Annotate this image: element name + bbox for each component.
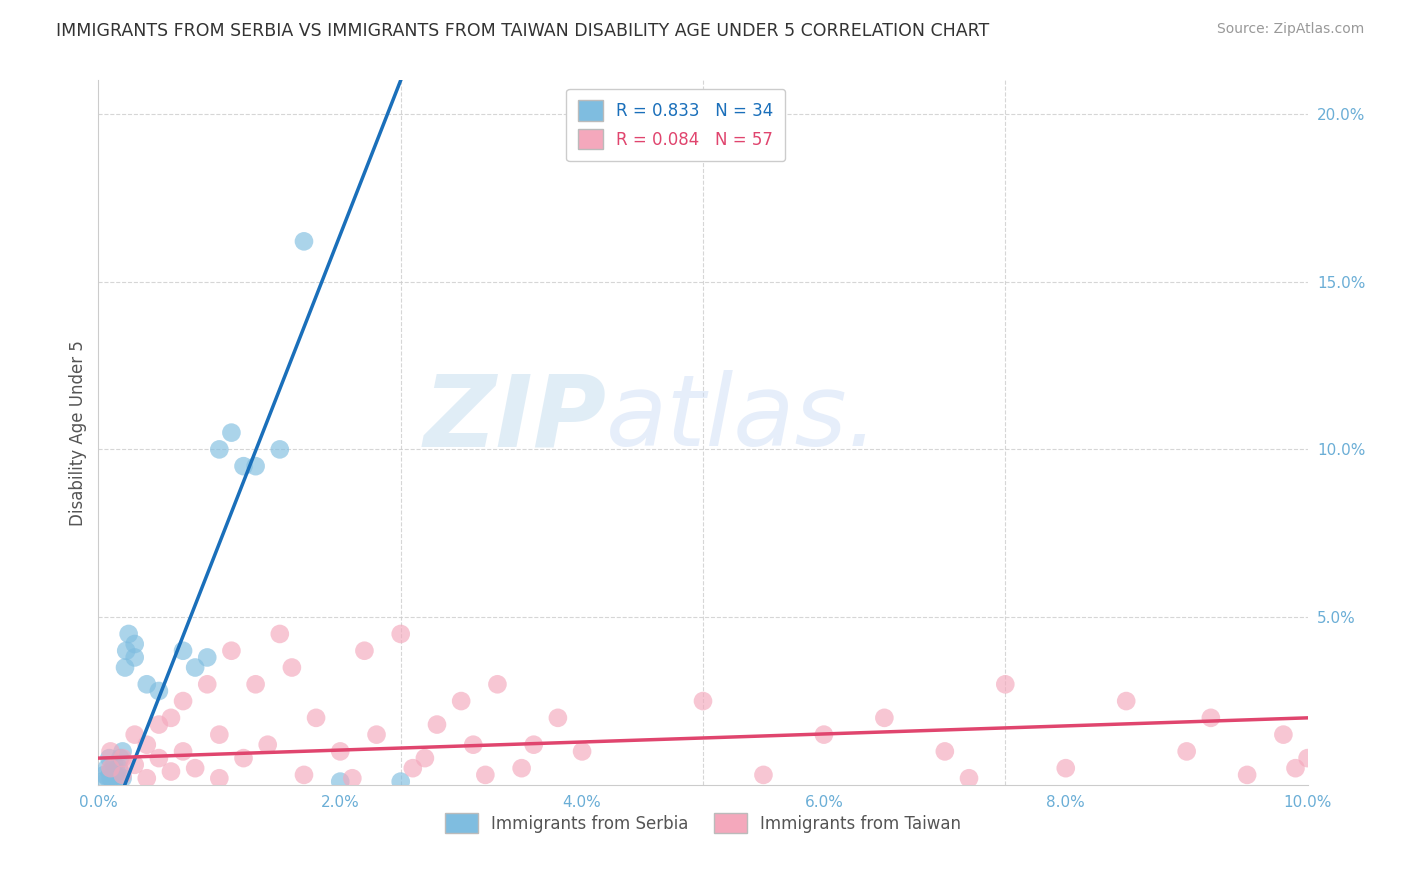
Point [195, 650, 218, 665]
Point [135, 771, 157, 785]
Point [292, 235, 315, 249]
Point [256, 738, 278, 752]
Text: IMMIGRANTS FROM SERBIA VS IMMIGRANTS FROM TAIWAN DISABILITY AGE UNDER 5 CORRELAT: IMMIGRANTS FROM SERBIA VS IMMIGRANTS FRO… [56, 22, 990, 40]
Point [97, 771, 120, 785]
Point [450, 694, 472, 708]
Point [474, 768, 496, 782]
Point [148, 751, 170, 765]
Point [281, 660, 304, 674]
Y-axis label: Disability Age Under 5: Disability Age Under 5 [69, 340, 87, 525]
Point [100, 771, 122, 785]
Point [104, 768, 127, 782]
Point [172, 744, 194, 758]
Point [510, 761, 533, 775]
Point [305, 711, 328, 725]
Point [135, 677, 157, 691]
Point [232, 459, 254, 474]
Point [1115, 694, 1137, 708]
Point [486, 677, 509, 691]
Text: ZIP: ZIP [423, 370, 606, 467]
Point [994, 677, 1017, 691]
Point [160, 764, 183, 779]
Point [571, 744, 593, 758]
Point [292, 768, 315, 782]
Point [115, 644, 138, 658]
Point [108, 751, 131, 765]
Point [105, 764, 128, 779]
Point [245, 677, 267, 691]
Point [124, 650, 146, 665]
Point [114, 660, 136, 674]
Point [523, 738, 546, 752]
Point [100, 761, 122, 775]
Point [148, 717, 170, 731]
Point [342, 771, 364, 785]
Point [426, 717, 449, 731]
Point [111, 768, 134, 782]
Point [118, 627, 141, 641]
Point [329, 774, 352, 789]
Point [873, 711, 896, 725]
Text: Source: ZipAtlas.com: Source: ZipAtlas.com [1216, 22, 1364, 37]
Point [752, 768, 775, 782]
Point [232, 751, 254, 765]
Point [547, 711, 569, 725]
Point [111, 751, 134, 765]
Point [1054, 761, 1077, 775]
Point [98, 751, 121, 765]
Point [269, 442, 291, 457]
Point [221, 425, 243, 440]
Point [366, 728, 388, 742]
Point [100, 744, 122, 758]
Point [124, 757, 146, 772]
Point [389, 774, 412, 789]
Point [93, 768, 115, 782]
Point [957, 771, 980, 785]
Point [195, 677, 218, 691]
Point [124, 637, 146, 651]
Point [172, 694, 194, 708]
Point [1284, 761, 1306, 775]
Point [208, 728, 231, 742]
Point [184, 660, 207, 674]
Point [108, 761, 131, 775]
Point [813, 728, 835, 742]
Point [100, 764, 122, 779]
Point [1272, 728, 1295, 742]
Point [245, 459, 267, 474]
Point [148, 684, 170, 698]
Point [135, 738, 157, 752]
Point [934, 744, 956, 758]
Point [692, 694, 714, 708]
Point [91, 774, 114, 789]
Point [124, 728, 146, 742]
Point [329, 744, 352, 758]
Text: atlas.: atlas. [606, 370, 880, 467]
Point [1199, 711, 1222, 725]
Point [221, 644, 243, 658]
Point [402, 761, 425, 775]
Point [208, 771, 231, 785]
Legend: Immigrants from Serbia, Immigrants from Taiwan: Immigrants from Serbia, Immigrants from … [439, 806, 967, 840]
Point [413, 751, 436, 765]
Point [111, 771, 134, 785]
Point [269, 627, 291, 641]
Point [184, 761, 207, 775]
Point [111, 744, 134, 758]
Point [172, 644, 194, 658]
Point [107, 771, 129, 785]
Point [463, 738, 485, 752]
Point [1236, 768, 1258, 782]
Point [103, 757, 125, 772]
Point [1296, 751, 1319, 765]
Point [208, 442, 231, 457]
Point [101, 774, 124, 789]
Point [353, 644, 375, 658]
Point [389, 627, 412, 641]
Point [96, 761, 118, 775]
Point [1175, 744, 1198, 758]
Point [160, 711, 183, 725]
